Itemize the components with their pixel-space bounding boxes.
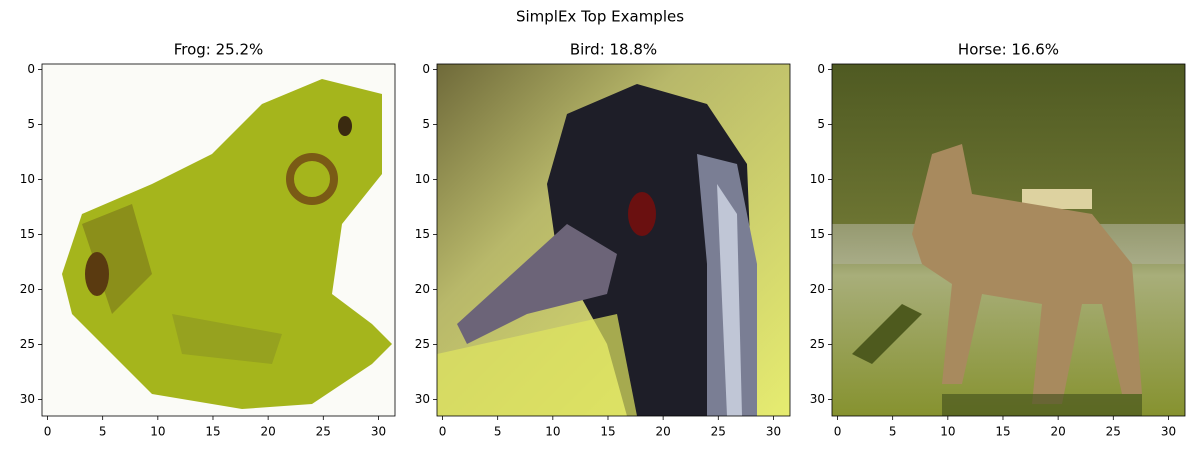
x-tick-label: 10 — [150, 425, 165, 439]
y-tick-label: 0 — [27, 62, 35, 76]
axes-frame — [41, 63, 396, 417]
x-tick-label: 15 — [600, 425, 615, 439]
y-tick-label: 25 — [415, 337, 430, 351]
y-tick-label: 15 — [20, 227, 35, 241]
x-tick-label: 15 — [205, 425, 220, 439]
x-tick-label: 0 — [439, 425, 447, 439]
x-tick-label: 20 — [261, 425, 276, 439]
suptitle: SimplEx Top Examples — [516, 8, 684, 26]
frog-image — [42, 64, 395, 416]
y-tick-label: 0 — [422, 62, 430, 76]
x-tick-label: 0 — [834, 425, 842, 439]
x-tick-label: 5 — [494, 425, 502, 439]
x-tick-label: 25 — [711, 425, 726, 439]
y-tick-label: 30 — [20, 392, 35, 406]
x-tick-label: 30 — [1161, 425, 1176, 439]
y-tick-label: 20 — [415, 282, 430, 296]
y-tick-label: 30 — [415, 392, 430, 406]
x-tick-label: 25 — [1106, 425, 1121, 439]
x-tick-label: 30 — [371, 425, 386, 439]
x-tick-label: 5 — [99, 425, 107, 439]
y-tick-label: 15 — [810, 227, 825, 241]
x-tick-label: 30 — [766, 425, 781, 439]
y-tick-label: 20 — [20, 282, 35, 296]
y-tick-label: 25 — [20, 337, 35, 351]
x-tick-label: 25 — [316, 425, 331, 439]
y-tick-label: 5 — [422, 117, 430, 131]
x-tick-label: 10 — [545, 425, 560, 439]
y-tick-label: 30 — [810, 392, 825, 406]
y-tick-label: 10 — [810, 172, 825, 186]
horse-image — [832, 64, 1185, 416]
x-tick-label: 5 — [889, 425, 897, 439]
axes-frame — [436, 63, 791, 417]
y-tick-label: 20 — [810, 282, 825, 296]
y-tick-label: 5 — [27, 117, 35, 131]
axes-frame — [831, 63, 1186, 417]
y-tick-label: 0 — [817, 62, 825, 76]
bird-image — [437, 64, 790, 416]
y-tick-label: 10 — [20, 172, 35, 186]
x-tick-label: 20 — [1051, 425, 1066, 439]
y-tick-label: 25 — [810, 337, 825, 351]
y-tick-label: 10 — [415, 172, 430, 186]
y-tick-label: 5 — [817, 117, 825, 131]
x-tick-label: 10 — [940, 425, 955, 439]
axes-title: Frog: 25.2% — [174, 41, 264, 59]
x-tick-label: 15 — [995, 425, 1010, 439]
x-tick-label: 0 — [44, 425, 52, 439]
x-tick-label: 20 — [656, 425, 671, 439]
y-tick-label: 15 — [415, 227, 430, 241]
axes-title: Horse: 16.6% — [958, 41, 1059, 59]
axes-title: Bird: 18.8% — [570, 41, 657, 59]
